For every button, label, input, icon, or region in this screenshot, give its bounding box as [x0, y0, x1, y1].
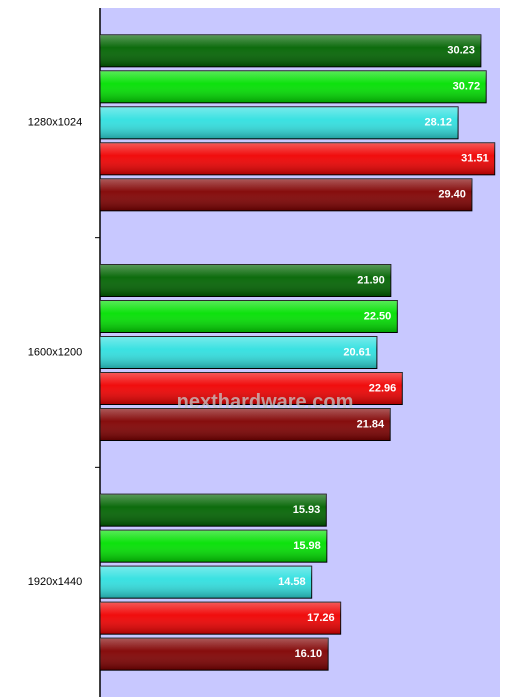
- value-label: 15.93: [293, 504, 321, 516]
- category-label: 1280x1024: [28, 117, 82, 129]
- value-label: 16.10: [295, 648, 323, 660]
- value-label: 30.23: [447, 45, 475, 57]
- value-label: 20.61: [343, 346, 371, 358]
- bar-shade: [100, 638, 329, 671]
- value-label: 21.84: [357, 418, 385, 430]
- value-label: 15.98: [293, 540, 321, 552]
- bar-shade: [100, 372, 403, 405]
- bar-shade: [100, 34, 481, 67]
- value-label: 30.72: [453, 81, 481, 93]
- value-label: 21.90: [357, 274, 385, 286]
- bar-shade: [100, 142, 495, 175]
- bar-shade: [100, 336, 377, 369]
- value-label: 31.51: [461, 153, 489, 165]
- category-label: 1920x1440: [28, 576, 82, 588]
- bar-shade: [100, 530, 327, 563]
- bar-shade: [100, 566, 312, 599]
- value-label: 14.58: [278, 576, 306, 588]
- bar-shade: [100, 106, 459, 139]
- bar-shade: [100, 494, 327, 527]
- value-label: 22.96: [369, 382, 397, 394]
- value-label: 29.40: [438, 189, 466, 201]
- category-label: 1600x1200: [28, 346, 82, 358]
- watermark: nexthardware.com: [177, 391, 354, 413]
- bar-shade: [100, 602, 341, 635]
- bar-shade: [100, 264, 391, 297]
- value-label: 22.50: [364, 310, 392, 322]
- value-label: 28.12: [425, 117, 453, 129]
- bar-shade: [100, 408, 391, 441]
- bar-shade: [100, 300, 398, 333]
- value-label: 17.26: [307, 612, 335, 624]
- bar-shade: [100, 70, 487, 103]
- bar-shade: [100, 178, 472, 211]
